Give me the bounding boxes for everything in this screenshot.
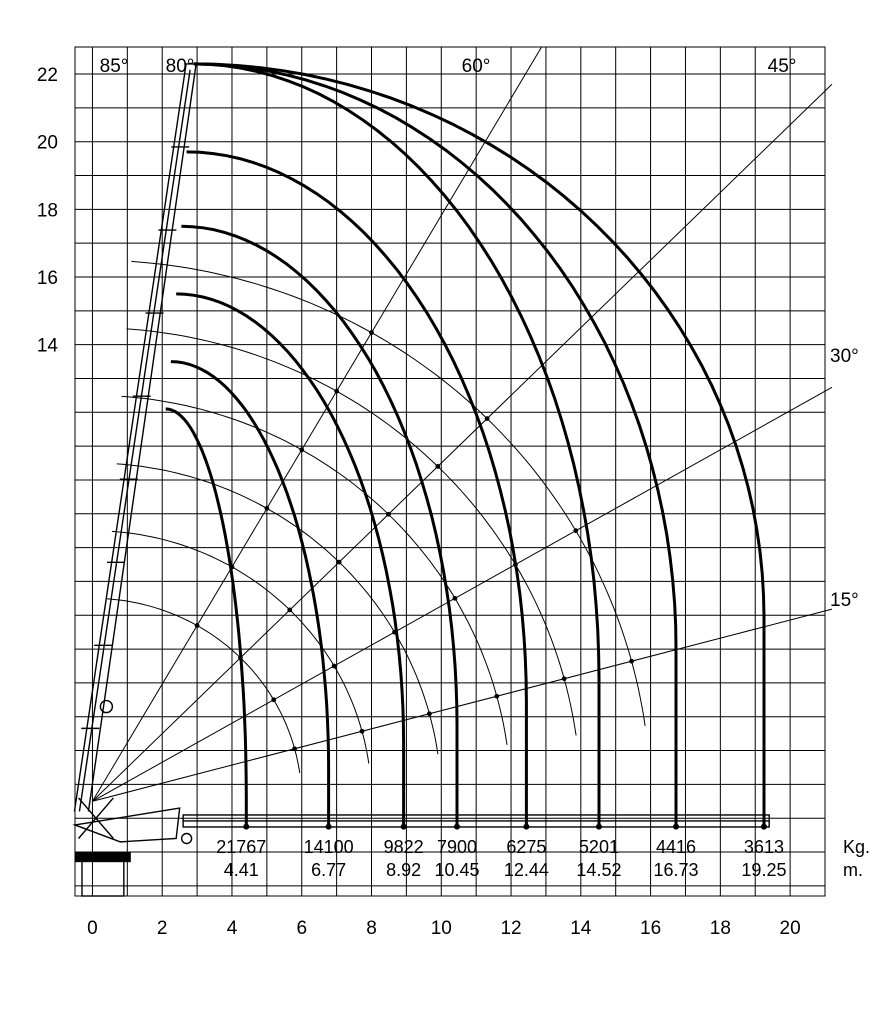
angle-ray	[92, 83, 833, 802]
angle-ray	[92, 46, 542, 802]
crane-linkage	[77, 797, 114, 839]
x-tick-label: 0	[87, 918, 98, 939]
load-kg-label: 21767	[216, 837, 266, 857]
intersection-dot	[386, 511, 391, 517]
radius-arc	[131, 260, 646, 727]
intersection-dot	[484, 416, 490, 422]
y-tick-label: 18	[37, 200, 58, 221]
load-curve	[186, 150, 528, 827]
raised-boom	[73, 63, 197, 812]
crane-hook	[180, 832, 193, 845]
radius-arc	[126, 328, 577, 736]
intersection-dot	[573, 528, 579, 534]
intersection-dot	[435, 464, 441, 469]
y-tick-label: 20	[37, 133, 58, 154]
unit-kg-label: Kg.	[843, 837, 870, 857]
intersection-dot	[426, 711, 432, 717]
angle-label: 15°	[830, 590, 859, 611]
angle-label: 85°	[100, 56, 129, 77]
load-kg-label: 9822	[384, 837, 424, 857]
raised-boom-inner	[78, 69, 191, 812]
load-curves	[165, 62, 767, 830]
intersection-dot	[629, 658, 634, 664]
load-kg-label: 14100	[304, 837, 354, 857]
x-tick-label: 6	[296, 918, 307, 939]
load-curve	[165, 407, 248, 827]
intersection-dot	[369, 330, 374, 336]
x-tick-label: 4	[227, 918, 238, 939]
y-tick-label: 16	[37, 268, 58, 289]
crane-foot	[75, 852, 131, 863]
y-tick-label: 22	[37, 65, 58, 86]
x-tick-label: 20	[780, 918, 801, 939]
intersection-dot	[452, 595, 458, 601]
intersection-dot	[494, 693, 500, 699]
intersection-dot	[331, 663, 337, 669]
load-kg-label: 7900	[437, 837, 477, 857]
x-tick-label: 8	[366, 918, 377, 939]
load-kg-label: 6275	[506, 837, 546, 857]
load-kg-label: 3613	[744, 837, 784, 857]
load-reach-label: 8.92	[386, 860, 421, 880]
angle-label: 60°	[462, 56, 491, 77]
load-curve	[193, 62, 766, 827]
load-curve	[176, 292, 406, 827]
boom-pulley	[99, 699, 114, 714]
radius-arcs	[106, 260, 646, 774]
load-curve	[193, 62, 601, 827]
load-reach-label: 12.44	[504, 860, 549, 880]
load-reach-label: 6.77	[311, 860, 346, 880]
x-tick-label: 2	[157, 918, 168, 939]
load-curve	[193, 62, 678, 827]
x-tick-label: 12	[500, 918, 521, 939]
angle-label: 45°	[768, 56, 797, 77]
grid	[74, 46, 826, 897]
radius-arc	[121, 395, 508, 745]
load-reach-label: 14.52	[576, 860, 621, 880]
angle-ray	[92, 386, 833, 802]
y-tick-label: 14	[37, 336, 59, 357]
intersection-dot	[336, 559, 342, 565]
angle-rays	[92, 46, 833, 802]
intersection-dot	[334, 388, 340, 394]
intersection-dot	[359, 728, 365, 734]
angle-label: 80°	[166, 56, 195, 77]
x-tick-label: 18	[710, 918, 731, 939]
x-tick-label: 14	[570, 918, 592, 939]
radius-arc	[111, 530, 370, 764]
intersection-dot	[299, 447, 305, 453]
load-reach-label: 4.41	[224, 860, 259, 880]
angle-label: 30°	[830, 346, 859, 367]
load-curve	[170, 360, 331, 827]
radius-arc	[106, 598, 301, 774]
intersection-dot	[287, 607, 293, 613]
intersection-dot	[292, 746, 298, 752]
x-tick-label: 10	[431, 918, 452, 939]
angle-ray	[92, 608, 833, 802]
load-kg-label: 5201	[579, 837, 619, 857]
crane-drawing	[72, 63, 770, 897]
crane-column	[81, 858, 125, 897]
intersection-dot	[271, 697, 277, 703]
crane-arm-base	[72, 807, 181, 843]
intersection-dot	[194, 623, 200, 628]
plot-frame	[74, 46, 826, 897]
intersection-dot	[561, 676, 567, 682]
radius-arc	[116, 463, 439, 755]
load-reach-label: 19.25	[741, 860, 786, 880]
labels: 0 2 4 6 8 10 12 14 16 18 20 14 16 18 20 22 85° 80° 60° 45° 3…	[37, 56, 870, 939]
x-tick-label: 16	[640, 918, 661, 939]
unit-m-label: m.	[843, 860, 863, 880]
intersection-dot	[264, 505, 270, 511]
load-curve	[181, 224, 459, 827]
load-kg-label: 4416	[656, 837, 696, 857]
load-reach-label: 16.73	[654, 860, 699, 880]
load-reach-label: 10.45	[434, 860, 479, 880]
